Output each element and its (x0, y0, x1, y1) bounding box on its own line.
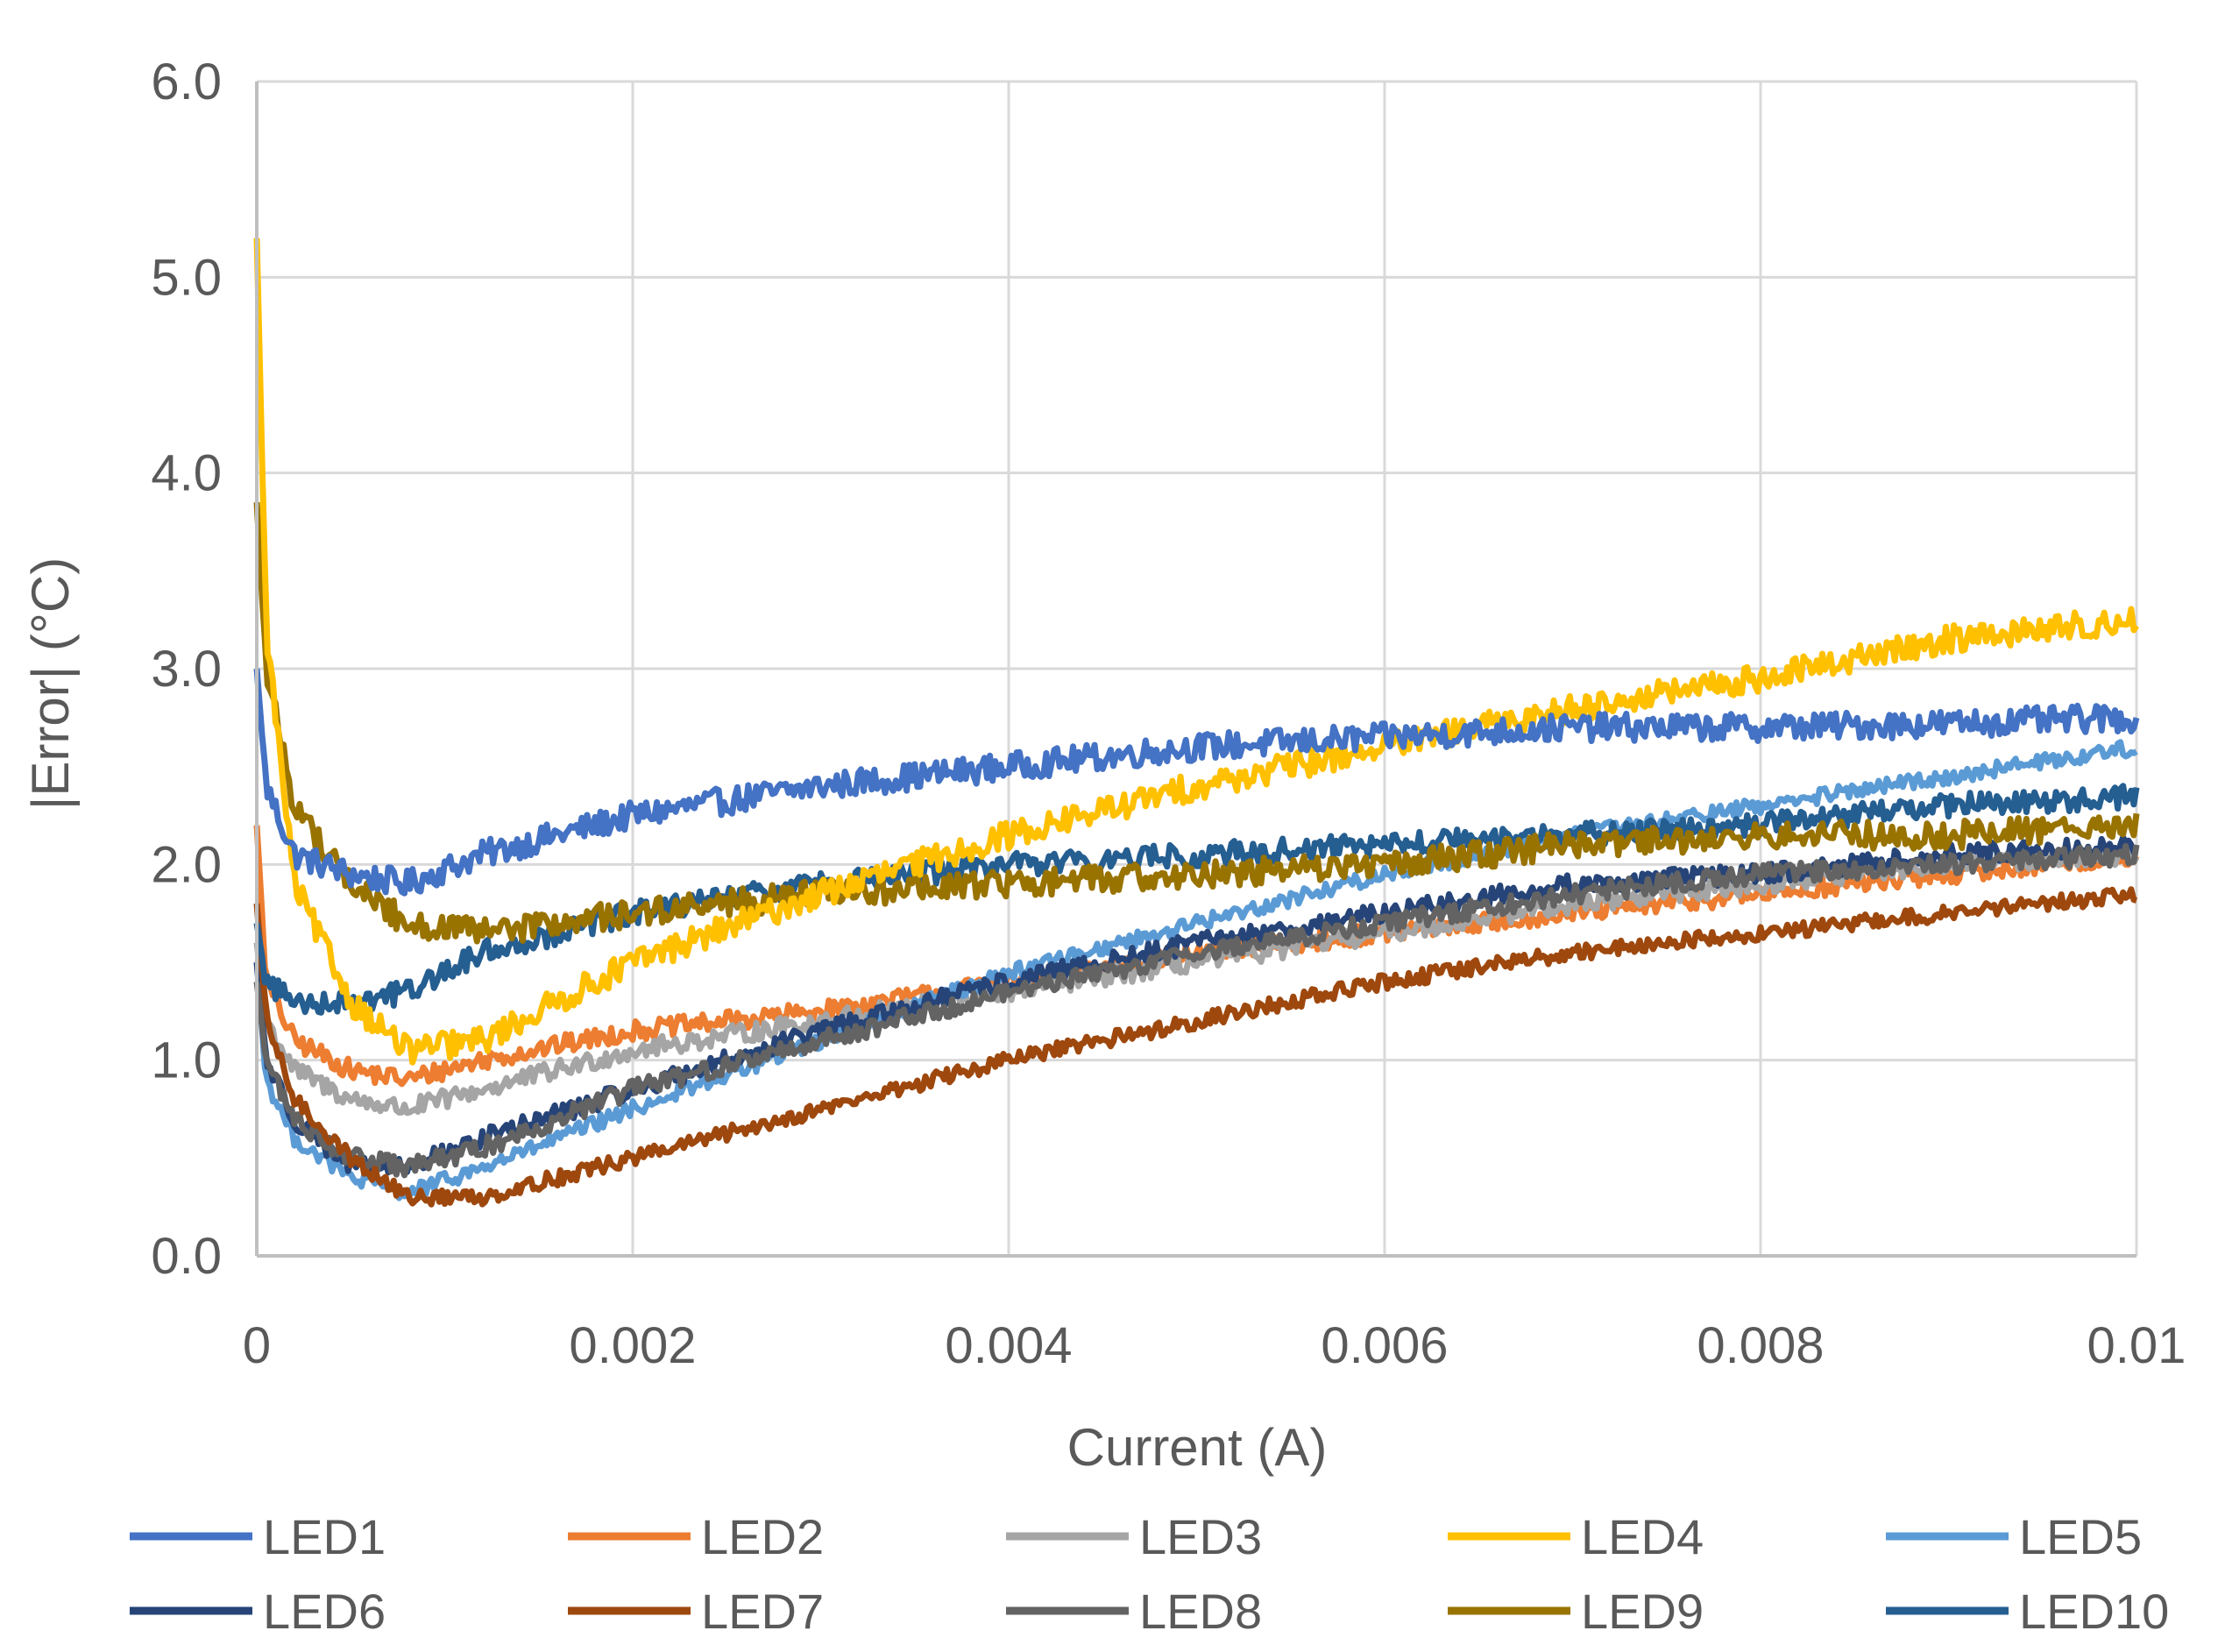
legend-label-led10: LED10 (2019, 1584, 2169, 1639)
legend-label-led5: LED5 (2019, 1509, 2142, 1564)
x-tick-label: 0.004 (945, 1317, 1072, 1374)
tick-labels: 0.0 1.0 2.0 3.0 4.0 5.0 6.0 0 0.002 0.004 0.006 0.0… (151, 53, 2186, 1374)
y-axis-title: |Error| (°C) (21, 557, 80, 810)
x-tick-label: 0.002 (569, 1317, 696, 1374)
legend: LED1 LED2 LED3 LED4 LED5 LED6 LED7 LED8 LED9 LED1… (130, 1509, 2169, 1639)
series-line-led5 (253, 739, 2138, 1202)
legend-label-led9: LED9 (1581, 1584, 1704, 1639)
y-tick-label: 2.0 (151, 836, 222, 893)
series-line-led4 (253, 238, 2139, 1066)
series-line-led3 (253, 846, 2140, 1117)
x-axis-title: Current (A) (1067, 1418, 1328, 1477)
legend-label-led2: LED2 (701, 1509, 824, 1564)
legend-label-led3: LED3 (1139, 1509, 1262, 1564)
legend-label-led8: LED8 (1139, 1584, 1262, 1639)
series-line-led9 (253, 502, 2140, 945)
axis-layer (255, 82, 2137, 1258)
legend-label-led1: LED1 (263, 1509, 386, 1564)
x-tick-label: 0.01 (2087, 1317, 2186, 1374)
y-tick-label: 5.0 (151, 249, 222, 306)
y-tick-label: 0.0 (151, 1228, 222, 1285)
legend-label-led4: LED4 (1581, 1509, 1704, 1564)
x-tick-label: 0.006 (1321, 1317, 1448, 1374)
x-tick-label: 0 (243, 1317, 271, 1374)
y-tick-label: 6.0 (151, 53, 222, 110)
grid-layer (255, 80, 2138, 1258)
y-tick-label: 3.0 (151, 641, 222, 698)
x-tick-label: 0.008 (1697, 1317, 1824, 1374)
series-layer (253, 238, 2140, 1208)
series-line-led1 (253, 668, 2140, 897)
legend-label-led6: LED6 (263, 1584, 386, 1639)
legend-label-led7: LED7 (701, 1584, 824, 1639)
series-line-led10 (253, 783, 2140, 1016)
y-tick-label: 4.0 (151, 445, 222, 502)
series-line-led7 (253, 886, 2137, 1208)
series-line-led8 (253, 842, 2140, 1179)
y-tick-label: 1.0 (151, 1032, 222, 1089)
